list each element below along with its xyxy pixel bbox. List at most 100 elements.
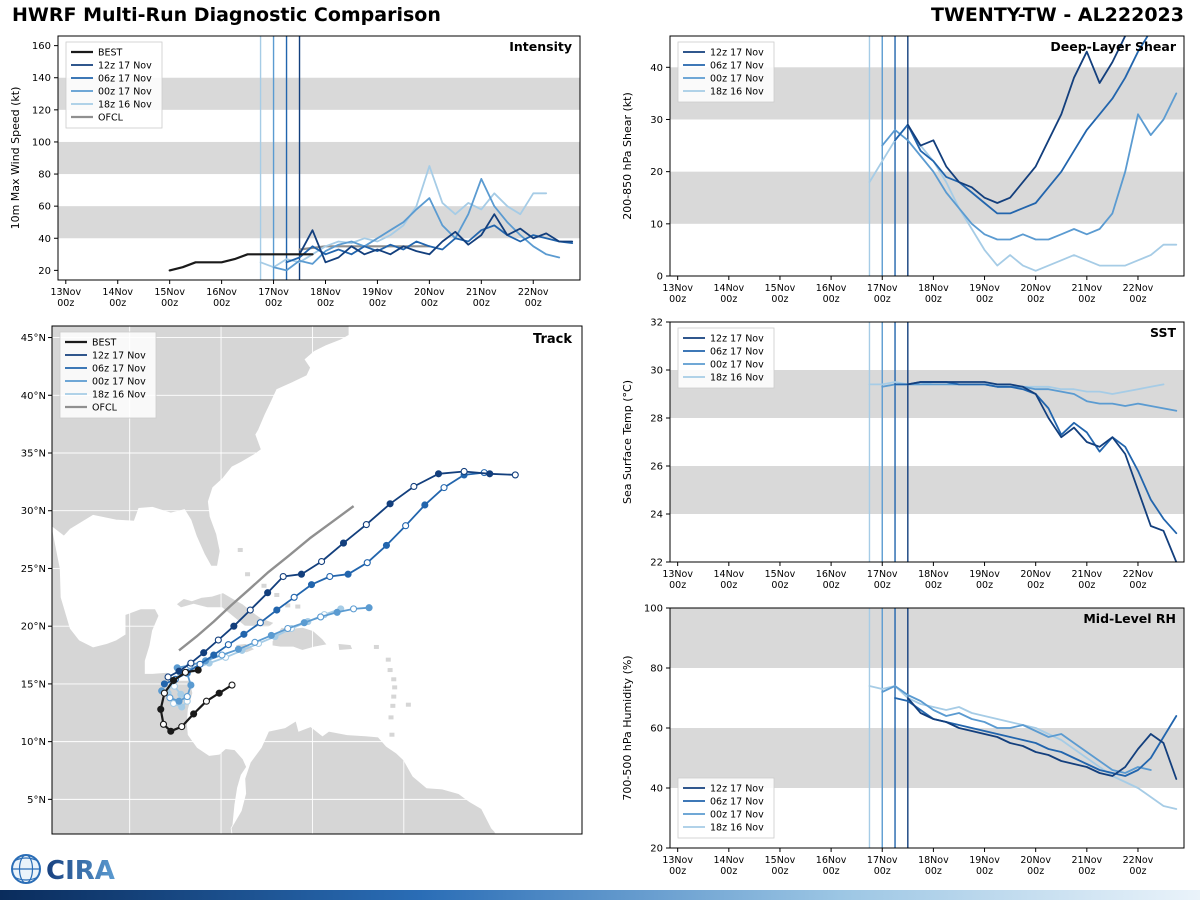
svg-text:15°N: 15°N [21,679,46,690]
svg-text:00z: 00z [720,294,737,305]
svg-text:17Nov: 17Nov [867,283,898,294]
svg-text:00z 17 Nov: 00z 17 Nov [710,360,764,371]
svg-text:00z: 00z [771,294,788,305]
svg-text:00z: 00z [317,298,334,309]
svg-text:14Nov: 14Nov [713,283,744,294]
svg-text:00z: 00z [57,298,74,309]
svg-text:SST: SST [1150,325,1176,340]
svg-text:26: 26 [650,462,663,473]
svg-text:00z: 00z [925,294,942,305]
svg-text:00z: 00z [109,298,126,309]
svg-text:14Nov: 14Nov [713,569,744,580]
svg-text:40: 40 [650,63,663,74]
cira-logo-svg: CIRA [11,854,115,886]
svg-text:Sea Surface Temp (°C): Sea Surface Temp (°C) [621,380,634,504]
svg-text:13Nov: 13Nov [662,855,693,866]
svg-text:00z: 00z [473,298,490,309]
svg-text:06z 17 Nov: 06z 17 Nov [710,61,764,72]
svg-text:00z: 00z [874,580,891,591]
svg-text:20Nov: 20Nov [1020,855,1051,866]
svg-text:17Nov: 17Nov [258,287,289,298]
intensity-chart: 13Nov 00z 14Nov 00z 15Nov 00z 16Nov 00z 17Nov 00z… [6,30,590,318]
chart-intensity-svg: 13Nov00z14Nov00z15Nov00z16Nov00z17Nov00z… [9,35,581,309]
svg-text:21Nov: 21Nov [1072,283,1103,294]
track-map: 5°N 10°N 15°N 20°N 25°N 30°N 35°N 40°N 45°N Track… [6,320,590,846]
svg-text:40°N: 40°N [21,391,46,402]
svg-text:24: 24 [650,510,663,521]
svg-text:20°N: 20°N [21,622,46,633]
svg-text:06z 17 Nov: 06z 17 Nov [92,364,146,375]
svg-text:30°N: 30°N [21,506,46,517]
svg-text:00z: 00z [976,580,993,591]
svg-text:00z: 00z [265,298,282,309]
svg-text:Track: Track [533,332,572,347]
svg-text:40: 40 [650,784,663,795]
chart-shear-svg: 13Nov00z14Nov00z15Nov00z16Nov00z17Nov00z… [621,35,1185,305]
svg-text:18z 16 Nov: 18z 16 Nov [98,100,152,111]
svg-text:35°N: 35°N [21,449,46,460]
svg-text:OFCL: OFCL [92,403,118,414]
svg-text:45°N: 45°N [21,333,46,344]
svg-text:80: 80 [650,664,663,675]
svg-text:30: 30 [650,115,663,126]
svg-text:00z: 00z [925,580,942,591]
svg-text:00z: 00z [525,298,542,309]
svg-text:16Nov: 16Nov [816,283,847,294]
svg-text:Mid-Level RH: Mid-Level RH [1083,611,1176,626]
svg-text:0: 0 [657,272,663,283]
svg-text:13Nov: 13Nov [50,287,81,298]
svg-text:OFCL: OFCL [98,113,124,124]
svg-text:06z 17 Nov: 06z 17 Nov [710,347,764,358]
svg-text:14Nov: 14Nov [713,855,744,866]
cira-logo-text: CIRA [46,856,115,886]
svg-text:00z: 00z [925,866,942,877]
svg-text:00z: 00z [1129,866,1146,877]
svg-text:12z 17 Nov: 12z 17 Nov [98,61,152,72]
svg-text:BEST: BEST [92,338,117,349]
storm-title: TWENTY-TW - AL222023 [931,4,1184,26]
svg-text:13Nov: 13Nov [662,569,693,580]
svg-text:30: 30 [650,366,663,377]
svg-text:22Nov: 22Nov [518,287,549,298]
svg-text:12z 17 Nov: 12z 17 Nov [710,48,764,59]
svg-text:160: 160 [32,41,51,52]
svg-text:100: 100 [32,137,51,148]
svg-text:22Nov: 22Nov [1123,569,1154,580]
svg-text:12z 17 Nov: 12z 17 Nov [710,334,764,345]
svg-text:00z: 00z [421,298,438,309]
svg-text:22: 22 [650,558,663,569]
svg-text:00z: 00z [771,580,788,591]
svg-text:00z: 00z [976,294,993,305]
svg-text:BEST: BEST [98,48,123,59]
svg-text:18z 16 Nov: 18z 16 Nov [710,823,764,834]
svg-text:16Nov: 16Nov [816,569,847,580]
svg-text:06z 17 Nov: 06z 17 Nov [98,74,152,85]
svg-text:12z 17 Nov: 12z 17 Nov [92,351,146,362]
svg-text:00z: 00z [1078,294,1095,305]
svg-text:18Nov: 18Nov [918,569,949,580]
svg-text:21Nov: 21Nov [1072,569,1103,580]
svg-text:00z: 00z [874,866,891,877]
svg-text:19Nov: 19Nov [969,855,1000,866]
svg-text:00z: 00z [1027,866,1044,877]
svg-text:Intensity: Intensity [509,39,572,54]
svg-text:25°N: 25°N [21,564,46,575]
footer-gradient-bar [0,890,1200,900]
svg-text:06z 17 Nov: 06z 17 Nov [710,797,764,808]
svg-text:00z: 00z [1027,294,1044,305]
svg-text:14Nov: 14Nov [102,287,133,298]
svg-text:18z 16 Nov: 18z 16 Nov [92,390,146,401]
svg-text:16Nov: 16Nov [816,855,847,866]
svg-text:00z: 00z [1078,866,1095,877]
svg-text:18z 16 Nov: 18z 16 Nov [710,87,764,98]
svg-text:16Nov: 16Nov [206,287,237,298]
svg-text:00z 17 Nov: 00z 17 Nov [710,74,764,85]
svg-text:00z 17 Nov: 00z 17 Nov [710,810,764,821]
svg-text:15Nov: 15Nov [154,287,185,298]
svg-text:12z 17 Nov: 12z 17 Nov [710,784,764,795]
svg-text:17Nov: 17Nov [867,855,898,866]
svg-text:200-850 hPa Shear (kt): 200-850 hPa Shear (kt) [621,92,634,220]
svg-text:00z: 00z [369,298,386,309]
svg-text:18Nov: 18Nov [918,855,949,866]
chart-sst-svg: 13Nov00z14Nov00z15Nov00z16Nov00z17Nov00z… [621,318,1185,591]
